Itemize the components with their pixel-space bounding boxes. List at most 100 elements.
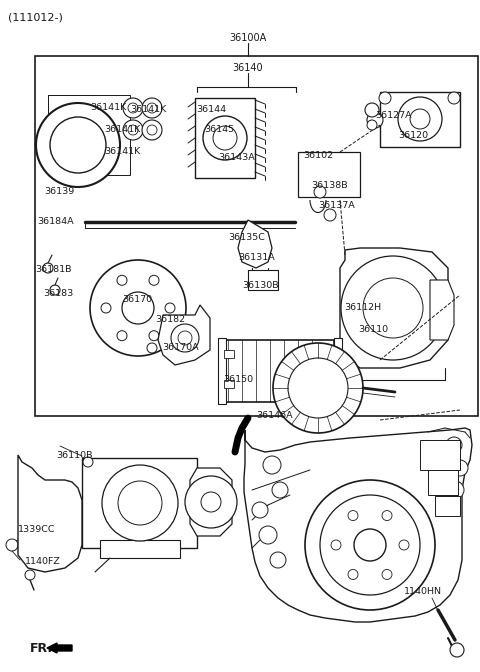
- Circle shape: [6, 539, 18, 551]
- Text: (111012-): (111012-): [8, 13, 63, 23]
- Text: 36137A: 36137A: [318, 200, 355, 210]
- Text: 36144: 36144: [196, 106, 226, 114]
- Text: 36139: 36139: [44, 187, 74, 196]
- Circle shape: [50, 285, 60, 295]
- Circle shape: [142, 98, 162, 118]
- Text: 1140HN: 1140HN: [404, 587, 442, 597]
- Bar: [298, 152, 360, 197]
- Text: 36146A: 36146A: [256, 411, 293, 419]
- Text: 36181B: 36181B: [35, 265, 72, 274]
- Circle shape: [178, 331, 192, 345]
- Circle shape: [128, 103, 138, 113]
- Text: 36100A: 36100A: [229, 33, 266, 43]
- Bar: [82, 458, 197, 548]
- Text: 36184A: 36184A: [37, 218, 73, 226]
- Bar: [218, 338, 226, 404]
- Circle shape: [398, 97, 442, 141]
- Text: 36138B: 36138B: [311, 181, 348, 190]
- Circle shape: [273, 343, 363, 433]
- Text: 36102: 36102: [303, 151, 333, 159]
- Circle shape: [348, 511, 358, 521]
- Polygon shape: [244, 428, 472, 622]
- Circle shape: [43, 263, 53, 273]
- Circle shape: [22, 514, 34, 526]
- Text: 36141K: 36141K: [104, 147, 140, 157]
- Circle shape: [147, 125, 157, 135]
- Text: 36127A: 36127A: [375, 110, 412, 120]
- Text: 36150: 36150: [223, 376, 253, 384]
- Circle shape: [331, 540, 341, 550]
- Text: 36141K: 36141K: [104, 126, 140, 134]
- Circle shape: [305, 480, 435, 610]
- Circle shape: [320, 495, 420, 595]
- Circle shape: [354, 529, 386, 561]
- Polygon shape: [224, 350, 234, 358]
- Text: 1140FZ: 1140FZ: [25, 558, 61, 566]
- Bar: [435, 496, 460, 516]
- Circle shape: [123, 120, 143, 140]
- Circle shape: [452, 460, 468, 476]
- Text: 36141K: 36141K: [130, 106, 166, 114]
- Bar: [334, 338, 342, 404]
- Text: 36141K: 36141K: [90, 103, 126, 112]
- Circle shape: [252, 502, 268, 518]
- Circle shape: [379, 92, 391, 104]
- Circle shape: [117, 331, 127, 341]
- Text: 36110B: 36110B: [56, 450, 93, 460]
- Text: 36140: 36140: [233, 63, 264, 73]
- Text: FR.: FR.: [30, 642, 53, 655]
- Circle shape: [201, 492, 221, 512]
- Circle shape: [272, 482, 288, 498]
- Circle shape: [410, 109, 430, 129]
- Circle shape: [165, 303, 175, 313]
- Circle shape: [25, 570, 35, 580]
- Bar: [428, 470, 458, 495]
- Text: 36112H: 36112H: [344, 302, 381, 312]
- Bar: [380, 92, 460, 147]
- Polygon shape: [340, 248, 448, 368]
- Polygon shape: [330, 350, 340, 358]
- Bar: [224, 340, 334, 402]
- Circle shape: [288, 358, 348, 418]
- Polygon shape: [48, 95, 130, 175]
- Circle shape: [448, 92, 460, 104]
- Text: 36130B: 36130B: [242, 280, 278, 290]
- Text: 36182: 36182: [155, 315, 185, 325]
- Circle shape: [117, 276, 127, 286]
- Circle shape: [118, 481, 162, 525]
- Circle shape: [203, 116, 247, 160]
- Circle shape: [259, 526, 277, 544]
- Text: 36143A: 36143A: [218, 153, 255, 163]
- Circle shape: [314, 186, 326, 198]
- Circle shape: [382, 569, 392, 579]
- Text: 36145: 36145: [204, 126, 234, 134]
- Text: 36120: 36120: [398, 130, 428, 140]
- Bar: [35, 56, 478, 416]
- Circle shape: [348, 569, 358, 579]
- Circle shape: [367, 112, 383, 128]
- Text: 36135C: 36135C: [228, 233, 265, 243]
- Circle shape: [399, 540, 409, 550]
- Circle shape: [122, 292, 154, 324]
- Text: 36110: 36110: [358, 325, 388, 335]
- Text: 36131A: 36131A: [238, 253, 275, 263]
- Circle shape: [185, 476, 237, 528]
- Circle shape: [367, 120, 377, 130]
- Circle shape: [50, 117, 106, 173]
- Polygon shape: [224, 380, 234, 388]
- Text: 36183: 36183: [43, 288, 73, 298]
- Circle shape: [171, 324, 199, 352]
- FancyArrow shape: [47, 643, 72, 653]
- Circle shape: [213, 126, 237, 150]
- Circle shape: [128, 125, 138, 135]
- Bar: [100, 540, 180, 558]
- Bar: [420, 440, 460, 470]
- Circle shape: [147, 343, 157, 353]
- Text: 36170: 36170: [122, 296, 152, 304]
- Text: 1339CC: 1339CC: [18, 526, 56, 534]
- Circle shape: [37, 555, 47, 565]
- Circle shape: [36, 103, 120, 187]
- Bar: [248, 270, 278, 290]
- Circle shape: [365, 103, 379, 117]
- Circle shape: [270, 552, 286, 568]
